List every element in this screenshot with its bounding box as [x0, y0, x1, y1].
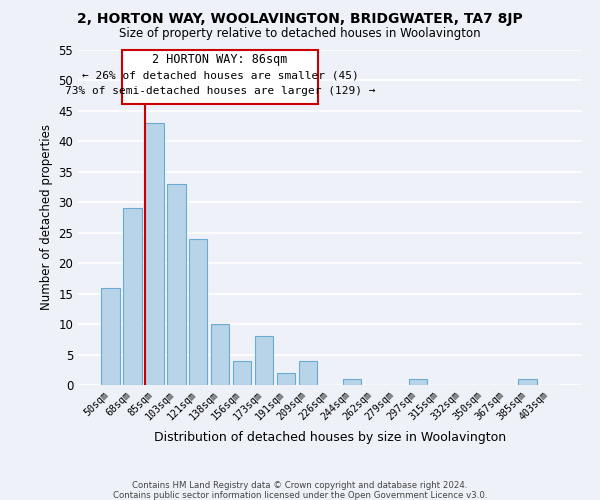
Bar [167, 184, 185, 385]
Bar [101, 288, 119, 385]
Text: Size of property relative to detached houses in Woolavington: Size of property relative to detached ho… [119, 28, 481, 40]
Bar [277, 373, 295, 385]
Bar [518, 379, 537, 385]
Bar [145, 123, 164, 385]
Bar [211, 324, 229, 385]
Text: 2, HORTON WAY, WOOLAVINGTON, BRIDGWATER, TA7 8JP: 2, HORTON WAY, WOOLAVINGTON, BRIDGWATER,… [77, 12, 523, 26]
Text: 73% of semi-detached houses are larger (129) →: 73% of semi-detached houses are larger (… [65, 86, 376, 96]
Bar [123, 208, 142, 385]
Text: 2 HORTON WAY: 86sqm: 2 HORTON WAY: 86sqm [152, 52, 288, 66]
Bar [255, 336, 274, 385]
Text: ← 26% of detached houses are smaller (45): ← 26% of detached houses are smaller (45… [82, 70, 358, 81]
Bar [409, 379, 427, 385]
Y-axis label: Number of detached properties: Number of detached properties [40, 124, 53, 310]
FancyBboxPatch shape [122, 50, 318, 104]
Text: Contains HM Land Registry data © Crown copyright and database right 2024.: Contains HM Land Registry data © Crown c… [132, 481, 468, 490]
Bar [233, 360, 251, 385]
Bar [189, 239, 208, 385]
Bar [343, 379, 361, 385]
Text: Contains public sector information licensed under the Open Government Licence v3: Contains public sector information licen… [113, 491, 487, 500]
Bar [299, 360, 317, 385]
X-axis label: Distribution of detached houses by size in Woolavington: Distribution of detached houses by size … [154, 430, 506, 444]
